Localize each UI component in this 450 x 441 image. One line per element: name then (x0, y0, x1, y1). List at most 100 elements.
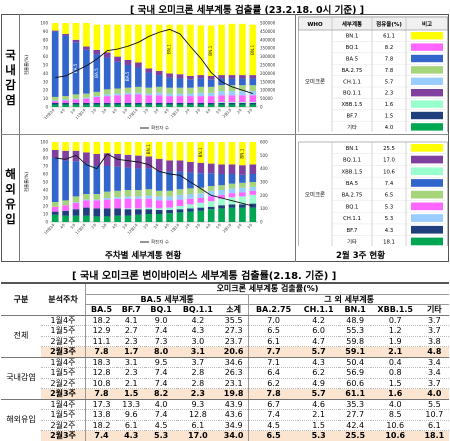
bar-segment (187, 104, 194, 107)
bar-segment (166, 190, 173, 197)
bar-segment (239, 78, 246, 86)
bar-segment (93, 166, 101, 194)
share-table-lineage: BQ.1.1 (343, 158, 361, 164)
table-value-cell: 7.4 (145, 409, 177, 421)
bar-segment (114, 142, 121, 154)
bar-segment (218, 205, 225, 209)
bar-segment (155, 24, 163, 71)
bar-segment (83, 97, 90, 99)
table-value-cell: 7.7 (248, 346, 298, 358)
table-value-cell: 1.6 (370, 388, 420, 400)
bar-segment (93, 54, 101, 92)
table-row: 2월3주 7.8 1.7 8.0 3.1 20.6 7.7 5.7 59.1 2.1 4.8 (1, 346, 449, 358)
bar-segment (124, 102, 132, 105)
table-row: 2월2주 18.2 6.1 4.5 6.1 34.9 4.5 1.5 42.4 10.6 6.1 (1, 420, 449, 431)
bar-segment (218, 194, 225, 199)
bar-segment (62, 35, 69, 97)
table-value-cell: 25.5 (339, 430, 371, 441)
bar-segment (218, 95, 225, 102)
table-value-cell: 4.3 (176, 325, 219, 337)
bar-segment (207, 142, 215, 164)
x-tick-label: 5주 (70, 222, 77, 229)
share-table-swatch (411, 214, 443, 222)
bar-segment (51, 102, 59, 105)
bar-segment (124, 24, 132, 60)
share-table-group-label: 오미크론 (305, 191, 325, 199)
table-value-cell: 61.1 (339, 388, 371, 400)
bar-segment (187, 79, 194, 88)
bar-segment (187, 172, 194, 189)
table-value-cell: 34.6 (218, 357, 250, 368)
bar-segment (155, 104, 163, 107)
bar-segment (239, 182, 246, 188)
bar-segment (145, 207, 153, 210)
table-value-cell: 7.3 (145, 336, 177, 347)
bar-segment (166, 142, 173, 161)
bar-segment (135, 214, 142, 222)
bar-segment (197, 25, 205, 76)
share-table-swatch (411, 32, 443, 40)
bar-segment (135, 168, 142, 190)
bar-segment (72, 202, 80, 203)
bar-segment (103, 96, 111, 103)
bar-segment (207, 186, 215, 191)
table-value-cell: 55.3 (339, 325, 371, 337)
x-tick-label: 2주 (236, 222, 243, 229)
bar-segment (135, 92, 142, 95)
bar-segment (135, 196, 142, 199)
y-tick-label: 40 (43, 188, 49, 193)
bar-segment (103, 166, 111, 192)
bar-segment (176, 96, 184, 103)
bar-segment (155, 190, 163, 197)
bar-segment (145, 72, 153, 88)
bar-segment (176, 78, 184, 88)
share-table-value: 6.5 (385, 193, 393, 199)
table-value-cell: 7.4 (248, 409, 298, 421)
table-value-cell: 5.7 (297, 346, 340, 358)
y2-tick-label: 0 (260, 220, 263, 225)
bar-segment (176, 199, 184, 206)
table-header-cell: BN.1 (339, 304, 371, 316)
table-week-cell: 2월3주 (41, 388, 86, 400)
bar-segment (166, 104, 173, 107)
bar-segment (176, 206, 184, 210)
y2-tick-label: 0 (260, 105, 263, 110)
y-tick-label: 80 (43, 156, 49, 161)
table-value-cell: 1.9 (370, 336, 420, 347)
table-value-cell: 2.3 (117, 367, 146, 379)
table-header-cell: CH.1.1 (297, 304, 340, 316)
bar-segment (124, 94, 132, 103)
bar-segment (62, 99, 69, 101)
bar-segment (239, 75, 246, 79)
bar-segment (72, 98, 80, 100)
y2-tick-label: 100000 (260, 88, 276, 93)
bar-segment (93, 208, 101, 217)
table-value-cell: 6.1 (419, 420, 449, 431)
table-value-cell: 4.3 (297, 357, 340, 368)
y-tick-label: 0 (45, 220, 48, 225)
bar-segment (103, 89, 111, 95)
bar-segment (197, 198, 205, 203)
bar-segment (72, 99, 80, 103)
table-value-cell: 7.8 (85, 346, 118, 358)
bar-segment (114, 104, 121, 107)
table-value-cell: 4.6 (297, 399, 340, 410)
x-tick-label: 2주 (91, 107, 98, 114)
x-tick-label: 2주 (143, 222, 150, 229)
table-value-cell: 56.9 (339, 367, 371, 379)
table-value-cell: 6.2 (248, 378, 298, 389)
share-table-lineage: BN.1 (346, 146, 359, 152)
bar-segment (197, 86, 205, 93)
y-axis-label: 검출률(%) (23, 172, 30, 192)
table-week-cell: 2월2주 (41, 420, 86, 431)
x-tick-label: 1월1주 (169, 107, 181, 119)
bar-segment (197, 78, 205, 87)
y2-tick-label: 150000 (260, 79, 276, 84)
bar-segment (249, 194, 257, 204)
bar-segment (145, 214, 153, 222)
bar-segment (145, 209, 153, 214)
table-value-cell: 4.8 (419, 346, 449, 358)
bar-segment (228, 104, 236, 107)
table-week-cell: 1월4주 (41, 315, 86, 326)
bar-segment (197, 75, 205, 79)
